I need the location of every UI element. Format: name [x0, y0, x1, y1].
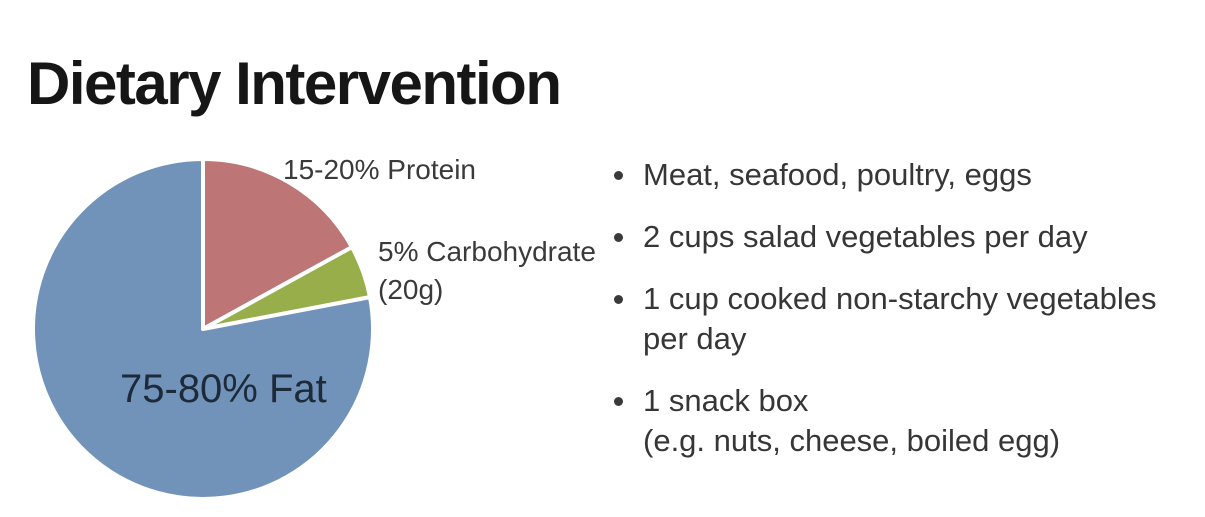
list-item-text-line2: per day: [643, 321, 747, 356]
bullet-icon: [614, 397, 623, 406]
diet-bullet-list: Meat, seafood, poultry, eggs 2 cups sala…: [614, 155, 1200, 483]
slide-title: Dietary Intervention: [27, 50, 562, 118]
pie-slice-fat: [31, 157, 375, 501]
pie-label-fat-text: 75-80% Fat: [120, 367, 327, 411]
list-item-text: 1 snack box: [643, 383, 809, 418]
bullet-icon: [614, 233, 623, 242]
list-item-text: 1 cup cooked non-starchy vegetables: [643, 281, 1157, 316]
list-item: 1 snack box (e.g. nuts, cheese, boiled e…: [614, 381, 1200, 461]
list-item-text-line2: (e.g. nuts, cheese, boiled egg): [643, 423, 1061, 458]
list-item-text: 2 cups salad vegetables per day: [643, 219, 1088, 254]
bullet-icon: [614, 171, 623, 180]
list-item: 2 cups salad vegetables per day: [614, 217, 1200, 257]
bullet-icon: [614, 295, 623, 304]
pie-label-fat: 75-80% Fat: [120, 366, 327, 412]
pie-label-carbohydrate-line1: 5% Carbohydrate: [378, 236, 596, 267]
list-item: 1 cup cooked non-starchy vegetables per …: [614, 279, 1200, 359]
pie-label-carbohydrate-line2: (20g): [378, 274, 444, 305]
list-item: Meat, seafood, poultry, eggs: [614, 155, 1200, 195]
pie-slice-protein: [201, 157, 354, 331]
pie-label-protein: 15-20% Protein: [283, 151, 476, 189]
pie-chart: [28, 154, 378, 504]
pie-chart-svg: [31, 157, 375, 501]
list-item-text: Meat, seafood, poultry, eggs: [643, 157, 1032, 192]
pie-label-carbohydrate: 5% Carbohydrate (20g): [378, 233, 596, 309]
pie-label-protein-text: 15-20% Protein: [283, 154, 477, 185]
